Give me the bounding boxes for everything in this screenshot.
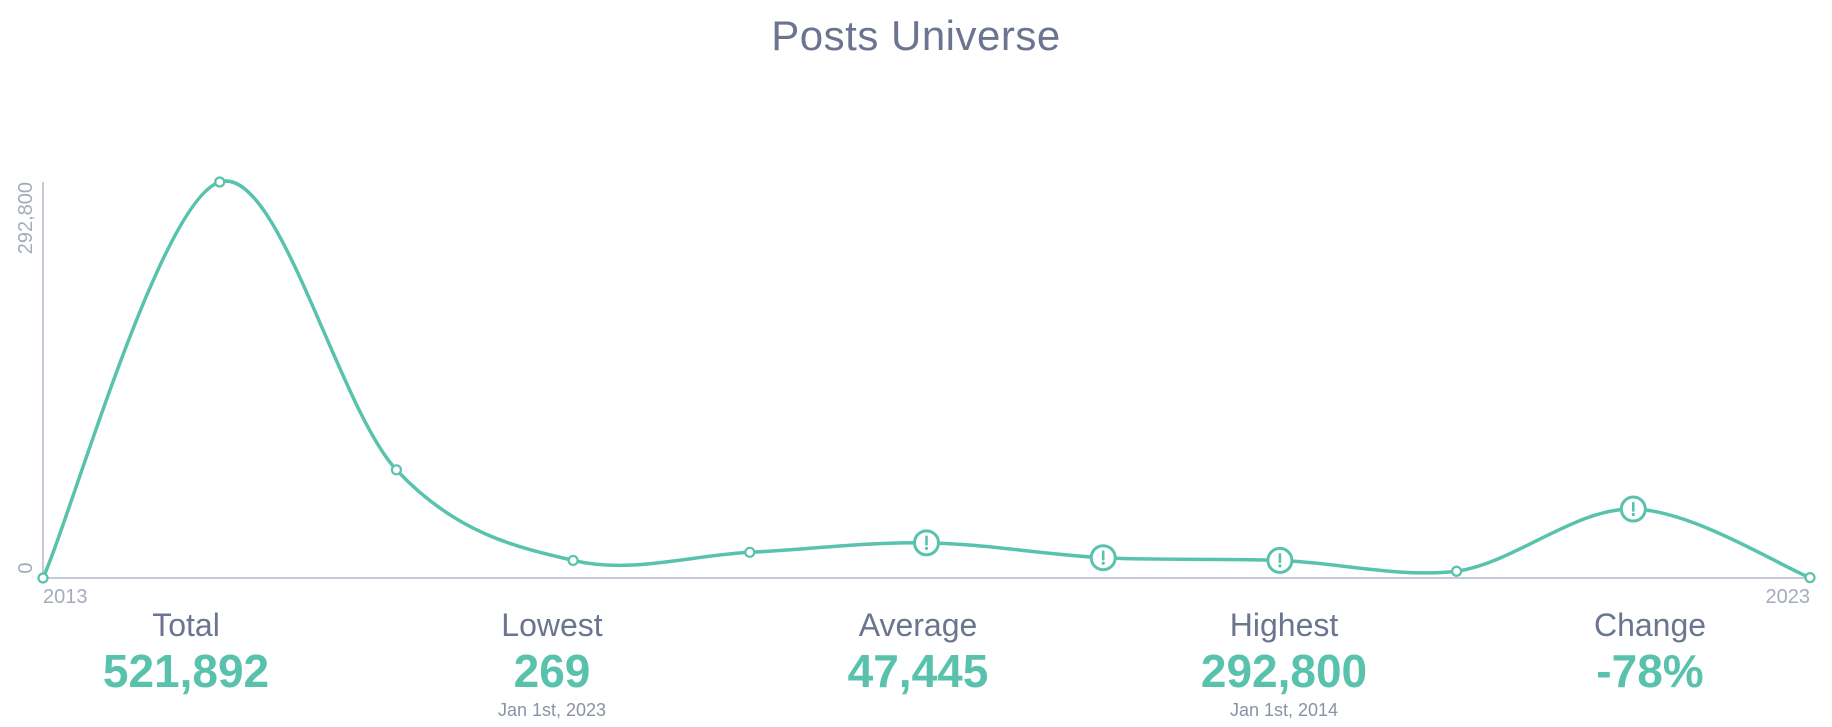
stat-average-label: Average: [858, 607, 978, 643]
data-point: [744, 546, 756, 558]
x-tick-label: 2013: [43, 586, 88, 608]
y-tick-label: 0: [15, 562, 37, 573]
stat-change-value: -78%: [1596, 645, 1704, 697]
stat-change: Change -78%: [1470, 606, 1830, 698]
warning-marker-dot: [924, 546, 929, 550]
stat-total-label: Total: [152, 607, 220, 643]
stat-highest-value: 292,800: [1200, 645, 1368, 697]
data-point: [567, 554, 579, 567]
series-line: [41, 179, 1812, 580]
stat-average-value: 47,445: [847, 645, 989, 697]
stat-average: Average 47,445: [738, 606, 1098, 698]
data-point: [1450, 565, 1463, 577]
data-point: [37, 572, 49, 584]
warning-marker-dot: [1101, 561, 1105, 565]
data-point: [1804, 572, 1816, 584]
warning-marker-dot: [1631, 512, 1635, 517]
data-point: [214, 176, 226, 188]
stat-total: Total 521,892: [6, 606, 366, 698]
stat-change-label: Change: [1593, 607, 1707, 643]
stat-highest-label: Highest: [1229, 607, 1339, 643]
x-tick-label: 2023: [1766, 586, 1811, 608]
stat-highest-date: Jan 1st, 2014: [1229, 700, 1339, 720]
stat-total-value: 521,892: [102, 645, 270, 697]
chart-title: Posts Universe: [771, 12, 1061, 59]
stat-lowest-value: 269: [513, 645, 591, 697]
y-tick-label: 292,800: [15, 182, 37, 254]
stat-lowest-label: Lowest: [501, 607, 603, 643]
stat-lowest-date: Jan 1st, 2023: [497, 700, 607, 720]
data-point: [390, 464, 402, 476]
stat-highest: Highest 292,800 Jan 1st, 2014: [1104, 606, 1464, 722]
warning-marker-dot: [1278, 564, 1282, 568]
stat-lowest: Lowest 269 Jan 1st, 2023: [372, 606, 732, 722]
